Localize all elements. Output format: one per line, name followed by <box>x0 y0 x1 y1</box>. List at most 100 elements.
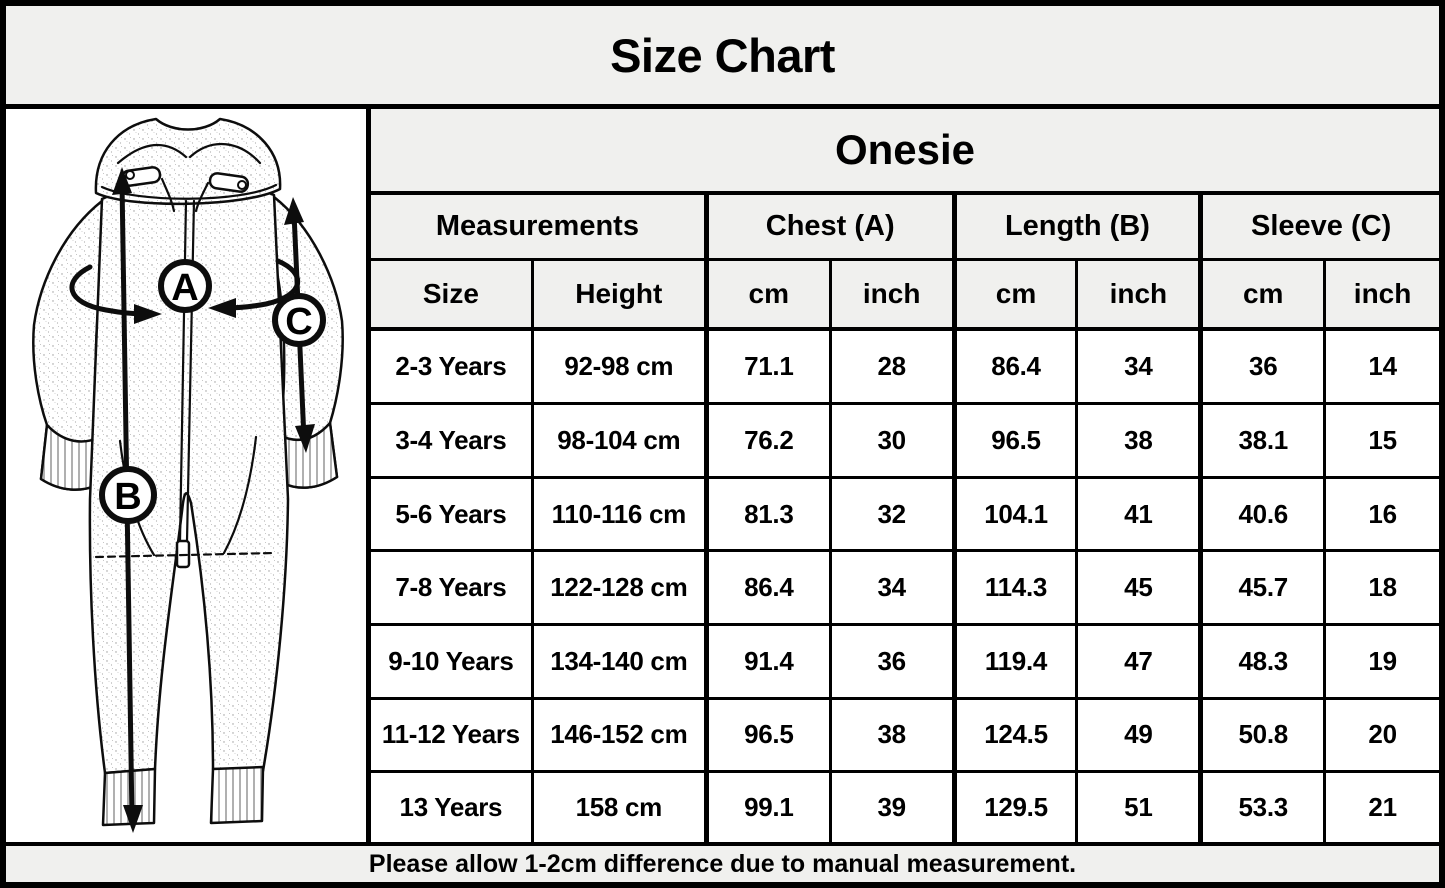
table-cell: 7-8 Years <box>371 549 534 626</box>
table-cell: 114.3 <box>951 549 1079 626</box>
table-cell: 53.3 <box>1198 770 1327 842</box>
table-cell: 30 <box>828 402 956 479</box>
table-cell: 20 <box>1323 696 1439 774</box>
table-cell: 45 <box>1075 549 1203 626</box>
table-cell: 47 <box>1075 622 1203 700</box>
table-cell: 129.5 <box>951 770 1079 842</box>
table-cell: 11-12 Years <box>371 696 534 774</box>
table-cell: 50.8 <box>1198 696 1327 774</box>
column-header: inch <box>1075 257 1203 331</box>
table-cell: 38 <box>1075 402 1203 479</box>
marker-b: B <box>99 466 157 524</box>
marker-a: A <box>158 259 212 313</box>
group-header: Measurements <box>371 191 708 261</box>
svg-text:C: C <box>285 301 312 343</box>
table-row: 13 Years 158 cm 99.1 39 129.5 51 53.3 21 <box>371 770 1439 842</box>
size-table: Onesie Measurements Chest (A) Length (B) Sl… <box>371 109 1439 842</box>
table-cell: 18 <box>1323 549 1439 626</box>
marker-c: C <box>272 293 326 347</box>
table-cell: 86.4 <box>951 327 1079 406</box>
table-cell: 48.3 <box>1198 622 1327 700</box>
table-cell: 51 <box>1075 770 1203 842</box>
zipper-line <box>178 199 196 543</box>
hood-lining-fold-left <box>116 143 188 165</box>
table-cell: 34 <box>828 549 956 626</box>
onesie-figure-panel: A B C <box>6 109 371 842</box>
table-cell: 14 <box>1323 327 1439 406</box>
table-cell: 119.4 <box>951 622 1079 700</box>
table-cell: 124.5 <box>951 696 1079 774</box>
table-cell: 36 <box>828 622 956 700</box>
table-cell: 71.1 <box>703 327 832 406</box>
table-cell: 41 <box>1075 475 1203 553</box>
table-row: 7-8 Years 122-128 cm 86.4 34 114.3 45 45.7 18 <box>371 549 1439 626</box>
table-cell: 9-10 Years <box>371 622 534 700</box>
table-cell: 98-104 cm <box>530 402 708 479</box>
table-row: 9-10 Years 134-140 cm 91.4 36 119.4 47 48.3 19 <box>371 622 1439 700</box>
pocket-seam-right <box>222 435 258 555</box>
table-cell: 146-152 cm <box>530 696 708 774</box>
table-cell: 110-116 cm <box>530 475 708 553</box>
table-cell: 81.3 <box>703 475 832 553</box>
table-cell: 16 <box>1323 475 1439 553</box>
chest-measure-arrow <box>69 258 300 324</box>
table-cell: 158 cm <box>530 770 708 842</box>
hood-lining-fold-right <box>188 143 262 165</box>
table-cell: 99.1 <box>703 770 832 842</box>
table-cell: 86.4 <box>703 549 832 626</box>
table-cell: 2-3 Years <box>371 327 534 406</box>
product-header-row: Onesie <box>371 109 1439 195</box>
table-cell: 28 <box>828 327 956 406</box>
svg-text:A: A <box>171 267 198 309</box>
drawstring-cords <box>160 177 210 213</box>
product-name: Onesie <box>371 109 1439 195</box>
drawstring-toggle-right <box>208 172 250 193</box>
column-header: cm <box>1198 257 1327 331</box>
table-cell: 38.1 <box>1198 402 1327 479</box>
size-table-body: 2-3 Years 92-98 cm 71.1 28 86.4 34 36 14 3-4 Yea… <box>371 327 1439 842</box>
column-header: cm <box>703 257 832 331</box>
table-row: 11-12 Years 146-152 cm 96.5 38 124.5 49 50.8 20 <box>371 696 1439 774</box>
table-cell: 39 <box>828 770 956 842</box>
table-row: 3-4 Years 98-104 cm 76.2 30 96.5 38 38.1 15 <box>371 402 1439 479</box>
table-cell: 92-98 cm <box>530 327 708 406</box>
table-cell: 32 <box>828 475 956 553</box>
table-cell: 91.4 <box>703 622 832 700</box>
column-header: cm <box>951 257 1079 331</box>
title-band: Size Chart <box>6 6 1439 109</box>
right-ankle-cuff <box>209 765 265 825</box>
table-cell: 49 <box>1075 696 1203 774</box>
group-header: Chest (A) <box>703 191 956 261</box>
table-row: 2-3 Years 92-98 cm 71.1 28 86.4 34 36 14 <box>371 327 1439 406</box>
page-title: Size Chart <box>610 28 835 82</box>
table-cell: 76.2 <box>703 402 832 479</box>
table-cell: 40.6 <box>1198 475 1327 553</box>
table-cell: 34 <box>1075 327 1203 406</box>
footer-band: Please allow 1-2cm difference due to man… <box>6 842 1439 882</box>
column-header: inch <box>828 257 956 331</box>
table-cell: 19 <box>1323 622 1439 700</box>
table-cell: 3-4 Years <box>371 402 534 479</box>
group-header-row: Measurements Chest (A) Length (B) Sleeve (C… <box>371 191 1439 261</box>
table-row: 5-6 Years 110-116 cm 81.3 32 104.1 41 40.6 16 <box>371 475 1439 553</box>
table-cell: 45.7 <box>1198 549 1327 626</box>
column-header: inch <box>1323 257 1439 331</box>
main-area: A B C <box>6 109 1439 842</box>
table-cell: 5-6 Years <box>371 475 534 553</box>
onesie-measurement-diagram: A B C <box>32 117 344 833</box>
footer-note: Please allow 1-2cm difference due to man… <box>368 849 1077 878</box>
table-cell: 13 Years <box>371 770 534 842</box>
column-header: Height <box>530 257 708 331</box>
sub-header-row: Size Height cm inch cm inch cm inch <box>371 257 1439 331</box>
table-cell: 134-140 cm <box>530 622 708 700</box>
table-cell: 38 <box>828 696 956 774</box>
size-table-panel: Onesie Measurements Chest (A) Length (B) Sl… <box>371 109 1439 842</box>
table-cell: 122-128 cm <box>530 549 708 626</box>
column-header: Size <box>371 257 534 331</box>
table-cell: 96.5 <box>703 696 832 774</box>
group-header: Sleeve (C) <box>1198 191 1439 261</box>
svg-text:B: B <box>114 476 141 518</box>
left-ankle-cuff <box>101 767 157 827</box>
group-header: Length (B) <box>951 191 1203 261</box>
